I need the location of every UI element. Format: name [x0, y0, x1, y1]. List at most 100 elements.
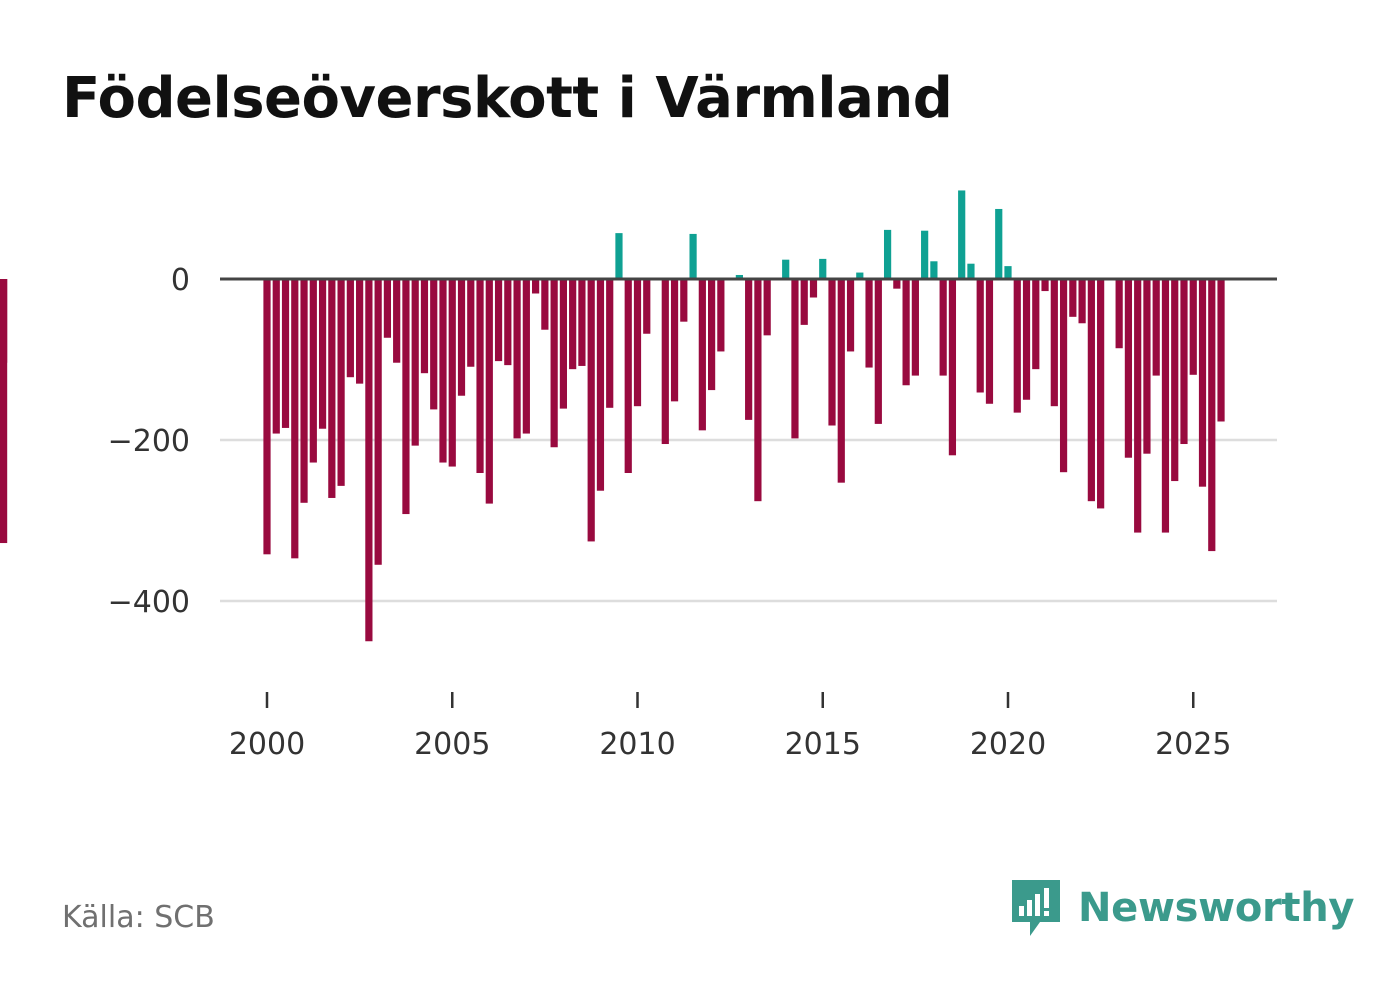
bar — [365, 279, 373, 642]
y-tick-label: −400 — [108, 585, 190, 620]
bar — [846, 279, 855, 352]
bar — [930, 261, 938, 279]
bar — [698, 279, 706, 431]
bar — [606, 279, 614, 408]
bar — [893, 279, 901, 289]
y-tick-label: −200 — [108, 424, 190, 459]
bar — [1032, 279, 1040, 370]
bar — [393, 279, 401, 363]
bar — [532, 279, 540, 294]
x-tick-label: 2010 — [599, 727, 675, 762]
bar — [680, 279, 688, 322]
bar — [411, 279, 419, 446]
bar — [1217, 279, 1225, 422]
bar — [318, 279, 327, 429]
x-tick-label: 2015 — [785, 727, 861, 762]
bar — [1115, 279, 1123, 349]
bar — [1143, 279, 1151, 454]
bar — [467, 279, 475, 367]
bar — [883, 229, 892, 279]
bar — [1171, 279, 1179, 482]
bar — [550, 279, 558, 448]
bar — [1069, 279, 1077, 317]
x-tick-label: 2005 — [414, 727, 490, 762]
bar — [541, 279, 549, 330]
bar — [708, 279, 716, 391]
bar — [1004, 266, 1012, 279]
bar — [1180, 279, 1188, 445]
bar — [346, 279, 354, 378]
bar — [494, 279, 503, 362]
bar — [281, 279, 290, 428]
bar — [1161, 279, 1170, 533]
bar — [689, 233, 697, 279]
bar — [1152, 279, 1160, 376]
source-label: Källa: SCB — [62, 900, 215, 935]
bar — [865, 279, 873, 368]
bar — [569, 279, 577, 370]
bar — [383, 279, 392, 338]
bar — [921, 230, 929, 279]
bar — [800, 279, 808, 325]
bar — [430, 279, 438, 410]
brand[interactable]: Newsworthy — [1010, 878, 1355, 938]
bar — [263, 279, 271, 555]
bar — [1022, 279, 1031, 400]
bars — [0, 190, 1225, 642]
bar — [1189, 279, 1197, 375]
bar — [661, 279, 669, 445]
bar — [374, 279, 382, 565]
bar — [356, 279, 364, 384]
bar — [874, 279, 882, 424]
bar — [1013, 279, 1021, 413]
bar — [856, 272, 864, 279]
bar — [291, 279, 299, 559]
bar — [735, 274, 743, 279]
y-axis: 0 −200 −400 — [108, 263, 190, 620]
bar — [902, 279, 910, 386]
bar — [513, 279, 521, 439]
bar — [624, 279, 632, 473]
bar — [596, 279, 605, 491]
bar — [819, 258, 827, 280]
bar — [809, 279, 818, 298]
bar — [1050, 279, 1058, 407]
bar — [911, 279, 919, 376]
bar — [643, 279, 651, 334]
bar — [587, 279, 595, 542]
x-tick-label: 2020 — [970, 727, 1046, 762]
chart-title: Födelseöverskott i Värmland — [62, 66, 953, 131]
bar — [420, 279, 429, 374]
bar — [309, 279, 317, 463]
bar — [439, 279, 447, 463]
bar — [1097, 279, 1105, 509]
bar — [300, 279, 308, 503]
bar — [633, 279, 642, 407]
bar — [754, 279, 762, 502]
bar — [995, 208, 1003, 279]
bar — [328, 279, 336, 498]
x-tick-label: 2025 — [1155, 727, 1231, 762]
x-axis: 2000 2005 2010 2015 2020 2025 — [229, 692, 1231, 762]
bar — [763, 279, 771, 336]
bar — [939, 279, 947, 376]
bar — [1198, 279, 1207, 487]
bar — [522, 279, 530, 434]
bar — [958, 190, 966, 279]
y-tick-label: 0 — [171, 263, 190, 298]
bar — [670, 279, 679, 402]
bar — [1124, 279, 1133, 458]
x-tick-label: 2000 — [229, 727, 305, 762]
bar — [337, 279, 345, 486]
bar — [559, 279, 567, 409]
bar — [837, 279, 845, 483]
bar — [717, 279, 725, 352]
bar — [485, 279, 493, 504]
bar — [272, 279, 280, 434]
bar — [1059, 279, 1068, 473]
bar — [745, 279, 753, 420]
bar — [948, 279, 957, 456]
bar — [985, 279, 994, 404]
bar — [1078, 279, 1086, 324]
